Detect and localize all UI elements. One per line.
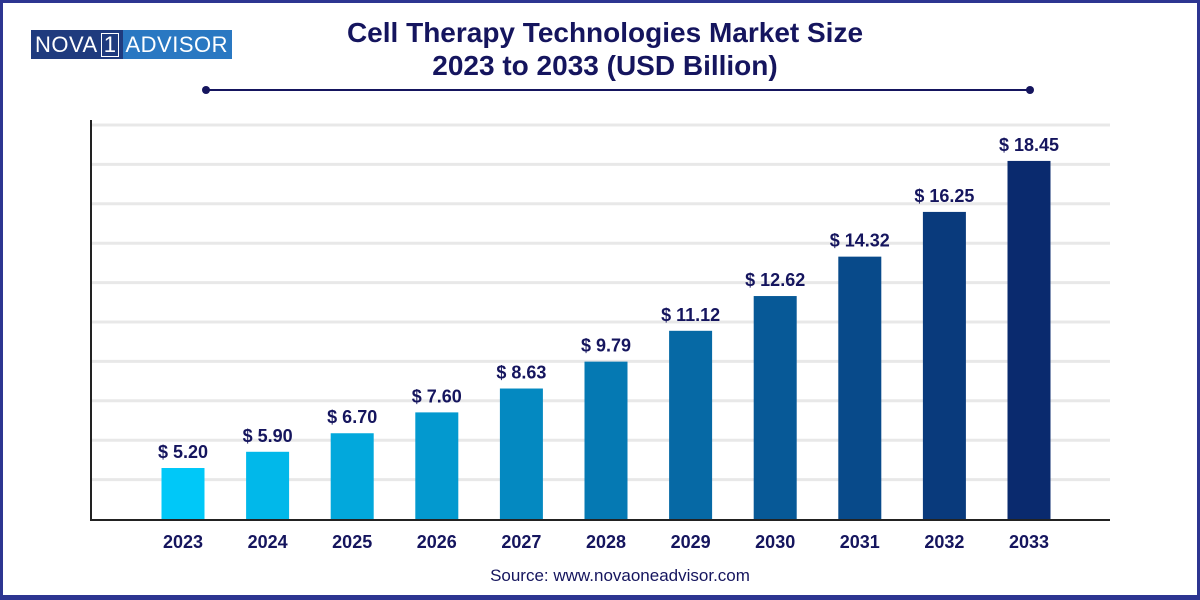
x-tick-label: 2029 [671, 532, 711, 552]
x-tick-label: 2033 [1009, 532, 1049, 552]
nova1advisor-logo: NOVA 1 ADVISOR [31, 30, 232, 59]
data-label: $ 6.70 [327, 407, 377, 427]
bar-2031 [838, 256, 882, 519]
data-label: $ 7.60 [412, 386, 462, 406]
chart-title: Cell Therapy Technologies Market Size 20… [300, 16, 910, 82]
bar-2030 [753, 296, 797, 519]
bar-2025 [330, 433, 374, 519]
x-tick-label: 2024 [248, 532, 288, 552]
data-label: $ 5.20 [158, 442, 208, 462]
underline-dot-right [1026, 86, 1034, 94]
bar-2026 [415, 412, 459, 519]
data-label: $ 8.63 [496, 363, 546, 383]
bar-2033 [1007, 160, 1051, 519]
bar-2032 [922, 211, 966, 520]
bar-2029 [669, 330, 713, 519]
x-tick-label: 2032 [924, 532, 964, 552]
bar-2028 [584, 361, 628, 519]
bar-2024 [246, 451, 290, 519]
x-tick-label: 2027 [501, 532, 541, 552]
x-tick-label: 2026 [417, 532, 457, 552]
bar-2027 [499, 388, 543, 519]
logo-text-nova: NOVA [35, 32, 98, 57]
data-label: $ 14.32 [830, 231, 890, 251]
x-tick-label: 2025 [332, 532, 372, 552]
data-label: $ 11.12 [661, 305, 720, 325]
logo-text-advisor: ADVISOR [123, 30, 232, 59]
data-label: $ 12.62 [745, 270, 805, 290]
bar-2023 [161, 468, 205, 519]
x-tick-label: 2030 [755, 532, 795, 552]
x-tick-label: 2031 [840, 532, 880, 552]
logo-text-one: 1 [100, 32, 120, 57]
source-note: Source: www.novaoneadvisor.com [490, 566, 750, 585]
title-line-1: Cell Therapy Technologies Market Size [346, 17, 864, 48]
underline-dot-left [202, 86, 210, 94]
x-tick-label: 2028 [586, 532, 626, 552]
data-label: $ 16.25 [914, 186, 974, 206]
data-label: $ 5.90 [243, 426, 293, 446]
data-label: $ 9.79 [581, 336, 631, 356]
x-tick-label: 2023 [163, 532, 203, 552]
title-line-2: 2023 to 2033 (USD Billion) [432, 50, 778, 81]
data-label: $ 18.45 [999, 135, 1059, 155]
